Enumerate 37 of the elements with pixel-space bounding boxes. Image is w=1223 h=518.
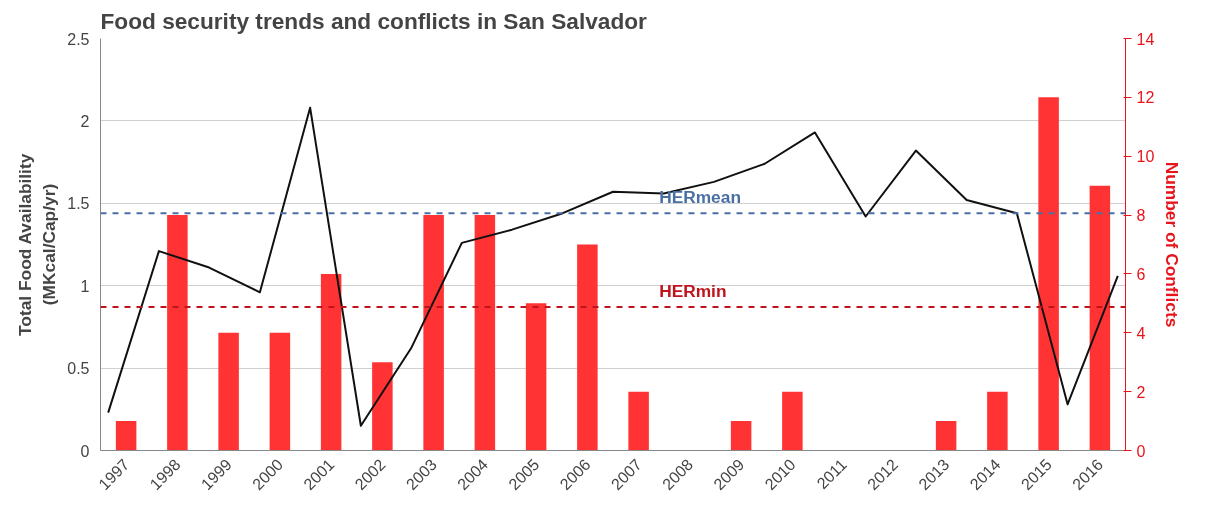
bar xyxy=(525,303,547,451)
y-tick-label: 0 xyxy=(80,442,90,460)
bar xyxy=(577,244,598,451)
ref-line-label: HERmin xyxy=(659,281,727,302)
bar xyxy=(730,421,752,451)
bar xyxy=(474,215,496,451)
bar xyxy=(423,215,444,451)
y2-tick-label: 12 xyxy=(1136,89,1155,107)
y2-tick-label: 8 xyxy=(1136,207,1146,225)
y2-tick-label: 14 xyxy=(1136,30,1155,48)
bar xyxy=(1038,97,1059,451)
y-axis-title: Total Food Availability (MKcal/Cap/yr) xyxy=(15,153,60,336)
bar xyxy=(115,421,137,451)
y2-tick-label: 4 xyxy=(1136,324,1146,342)
bar xyxy=(320,273,342,451)
y2-tick-label: 10 xyxy=(1136,148,1155,166)
bar xyxy=(167,215,188,451)
bar xyxy=(372,362,393,451)
y2-tick-label: 0 xyxy=(1136,442,1146,460)
bar xyxy=(269,332,291,451)
bar xyxy=(987,391,1008,451)
chart-title: Food security trends and conflicts in San Salvador xyxy=(100,7,648,34)
y-tick-label: 1.5 xyxy=(67,195,90,213)
y-tick-label: 2 xyxy=(80,112,90,130)
y-tick-label: 0.5 xyxy=(67,360,90,378)
y-tick-label: 2.5 xyxy=(67,30,90,48)
y2-tick-label: 2 xyxy=(1136,383,1146,401)
bar xyxy=(935,421,957,451)
bar xyxy=(628,391,649,451)
y2-tick-label: 6 xyxy=(1136,265,1146,283)
bar xyxy=(1089,185,1111,451)
y2-axis-title: Number of Conflicts xyxy=(1162,161,1183,328)
line-series xyxy=(107,106,1119,427)
bar xyxy=(218,332,239,451)
ref-line-label: HERmean xyxy=(659,187,741,208)
y-tick-label: 1 xyxy=(80,277,90,295)
bar xyxy=(782,391,803,451)
